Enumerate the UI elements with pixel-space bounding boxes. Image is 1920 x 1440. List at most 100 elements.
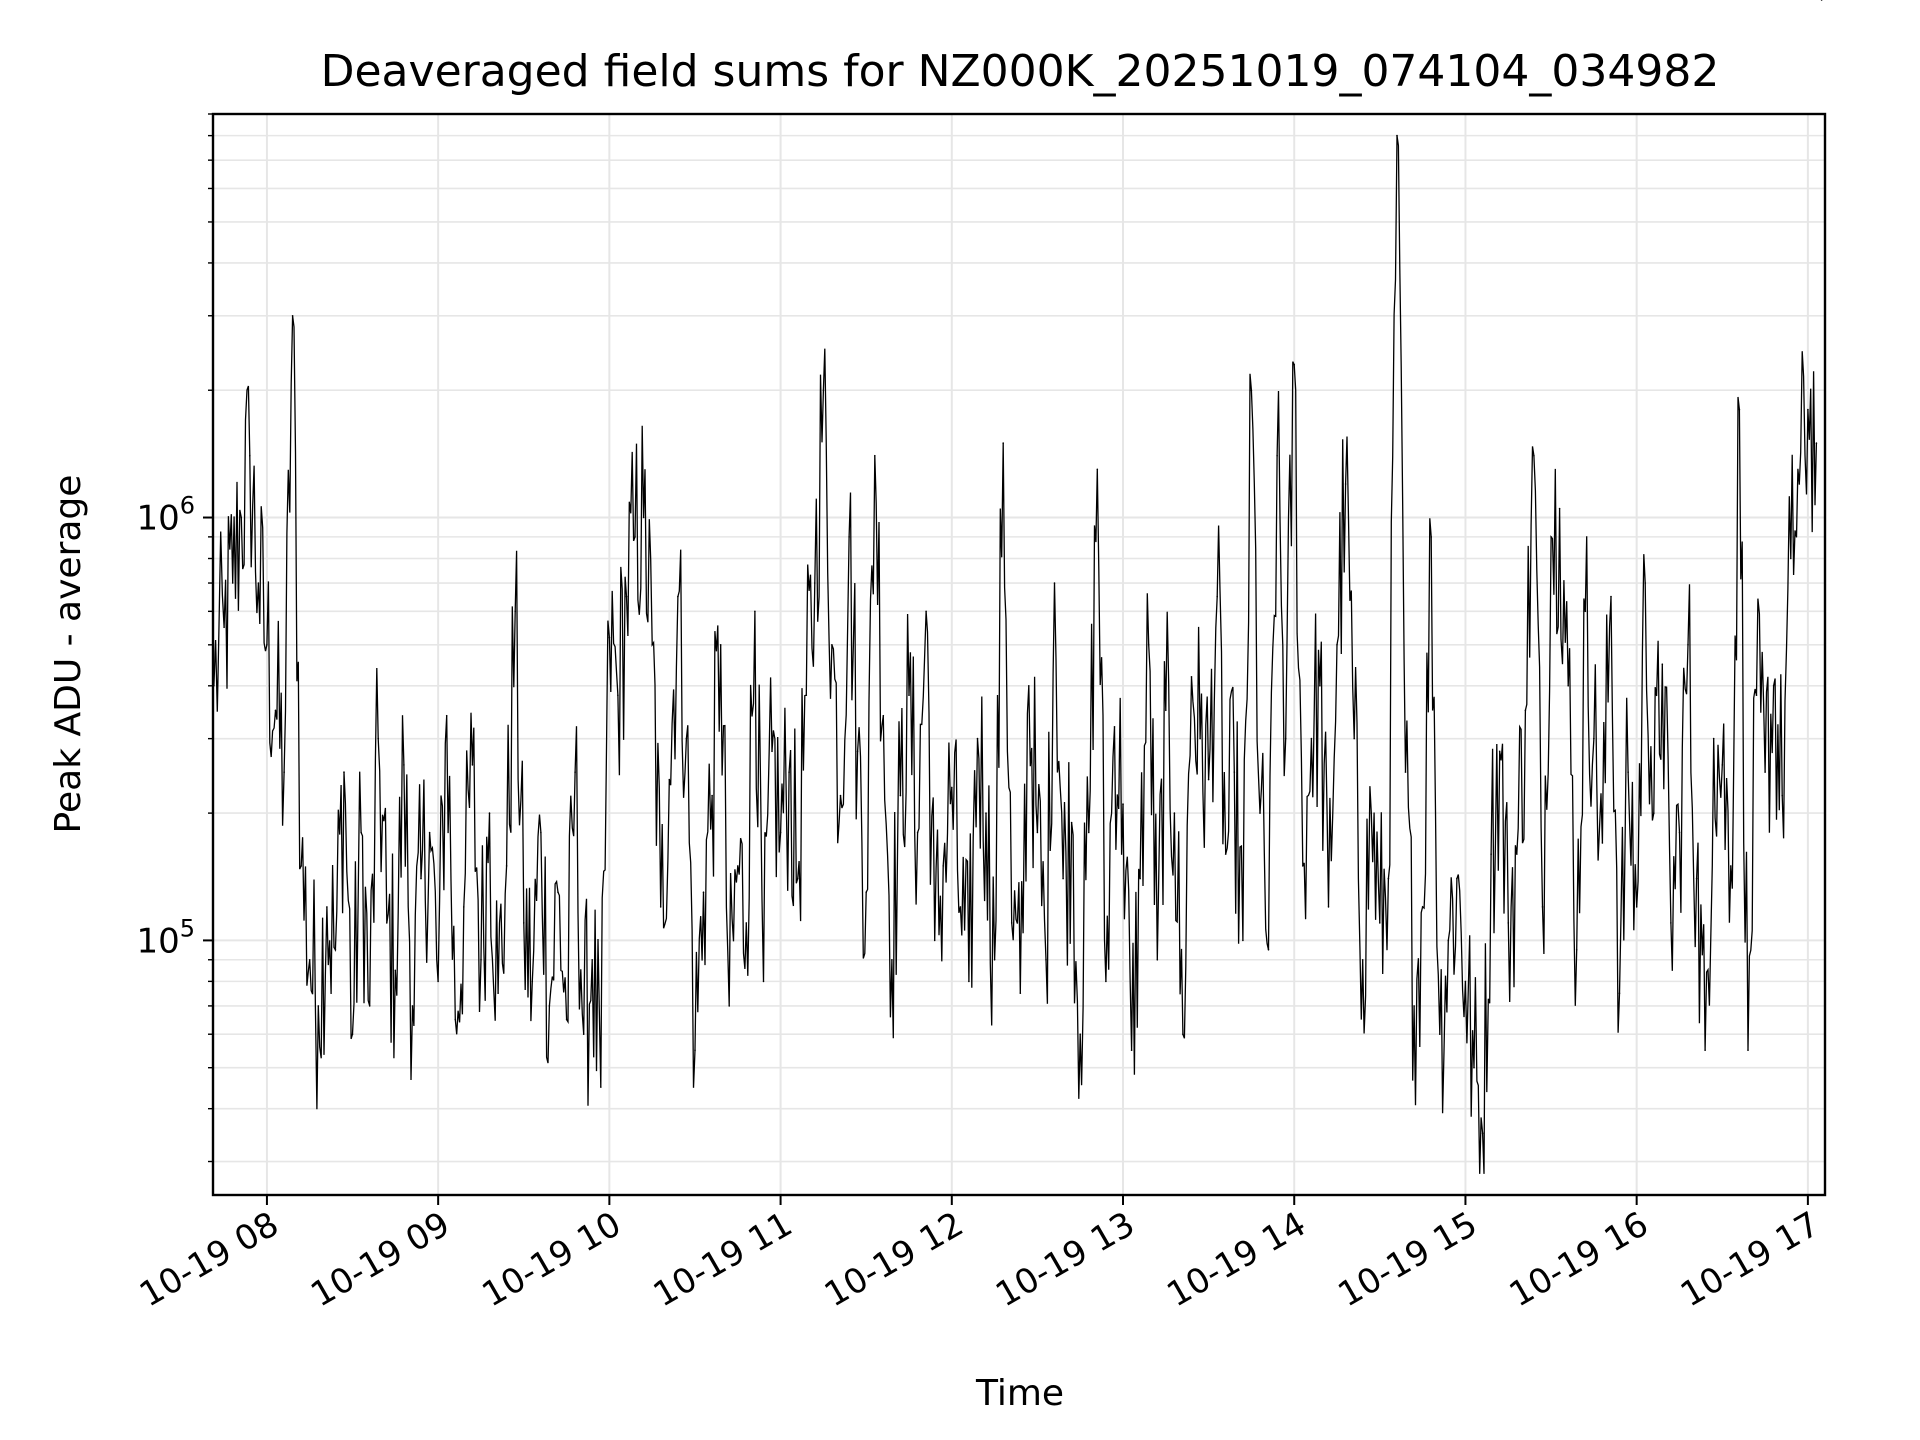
- data-point: [933, 939, 936, 942]
- data-point: [1815, 442, 1818, 444]
- data-point: [754, 610, 756, 613]
- data-point: [1584, 610, 1587, 613]
- data-point: [394, 969, 397, 972]
- data-point: [771, 750, 773, 753]
- data-point: [874, 454, 876, 457]
- data-point: [591, 959, 593, 961]
- data-point: [1130, 1049, 1133, 1051]
- data-point: [1764, 771, 1766, 773]
- data-point: [582, 1033, 585, 1035]
- data-point: [634, 536, 636, 538]
- data-point: [1695, 877, 1698, 880]
- data-point: [1747, 1049, 1749, 1051]
- y-tick-label-0: 105: [136, 914, 195, 961]
- series-layer: [213, 0, 1823, 1174]
- data-point: [728, 1005, 730, 1007]
- data-point: [908, 694, 910, 696]
- data-point: [291, 315, 294, 317]
- data-point: [445, 714, 448, 717]
- data-point: [1490, 853, 1492, 855]
- data-point: [1276, 454, 1278, 457]
- data-point: [848, 536, 850, 538]
- data-point: [711, 794, 713, 797]
- data-point: [608, 636, 611, 639]
- data-point: [1147, 644, 1150, 646]
- x-axis-label: Time: [975, 1373, 1064, 1414]
- data-point: [1190, 676, 1193, 678]
- data-point: [617, 694, 619, 696]
- data-point: [1267, 949, 1270, 951]
- data-point: [1045, 959, 1047, 961]
- data-point: [1730, 865, 1732, 867]
- data-point: [822, 389, 825, 392]
- data-point: [805, 694, 808, 696]
- data-point: [651, 644, 653, 646]
- data-point: [1772, 685, 1775, 687]
- data-point: [1456, 877, 1458, 880]
- data-point: [531, 980, 534, 983]
- data-point: [1721, 764, 1724, 766]
- data-point: [600, 1086, 602, 1088]
- data-point: [1361, 959, 1364, 961]
- data-point: [788, 771, 790, 773]
- data-point: [831, 644, 833, 646]
- data-point: [249, 454, 251, 457]
- data-point: [403, 764, 405, 766]
- data-point: [1010, 922, 1013, 924]
- data-point: [856, 750, 859, 753]
- data-point: [1302, 865, 1304, 867]
- data-point: [1687, 644, 1689, 646]
- data-point: [1601, 842, 1604, 844]
- data-point: [1439, 1033, 1441, 1035]
- data-point: [1242, 939, 1244, 942]
- data-point: [1498, 750, 1501, 753]
- data-point: [1430, 536, 1432, 538]
- data-point: [985, 812, 987, 814]
- data-point: [1370, 812, 1373, 814]
- data-point: [1421, 906, 1424, 908]
- data-point: [1019, 992, 1022, 994]
- data-point: [1618, 992, 1621, 994]
- data-point: [360, 831, 362, 834]
- data-point: [1233, 771, 1236, 773]
- data-point: [1567, 685, 1569, 687]
- data-point: [488, 812, 491, 814]
- data-point: [343, 771, 345, 773]
- data-point: [411, 1005, 414, 1007]
- data-point: [1413, 1005, 1415, 1007]
- data-point: [274, 709, 277, 712]
- data-point: [386, 922, 388, 924]
- data-point: [1224, 853, 1227, 855]
- data-point: [1387, 877, 1390, 880]
- data-point: [694, 1049, 696, 1051]
- y-tick-base: 10: [136, 921, 179, 961]
- data-point: [625, 595, 628, 598]
- data-point: [428, 831, 431, 834]
- data-point: [942, 865, 944, 867]
- data-point: [300, 865, 303, 867]
- data-point: [454, 1018, 457, 1021]
- data-point: [1096, 468, 1099, 471]
- data-point: [1336, 644, 1338, 646]
- data-point: [1820, 0, 1823, 1]
- data-point: [891, 959, 893, 961]
- data-point: [916, 831, 919, 834]
- data-point: [565, 1018, 568, 1021]
- data-point: [882, 714, 885, 717]
- data-point: [1353, 737, 1355, 740]
- y-tick-label-1: 106: [136, 492, 195, 539]
- data-point: [779, 831, 782, 834]
- data-point: [1635, 906, 1638, 908]
- data-point: [1524, 709, 1527, 712]
- data-point: [1250, 389, 1253, 392]
- plot-frame: [211, 112, 1827, 1197]
- data-point: [1053, 582, 1056, 584]
- data-point: [377, 737, 380, 740]
- data-point: [719, 644, 722, 646]
- data-point: [959, 906, 962, 908]
- data-point: [1644, 582, 1646, 584]
- y-axis: 105 106: [136, 113, 213, 1163]
- data-point: [1165, 709, 1167, 712]
